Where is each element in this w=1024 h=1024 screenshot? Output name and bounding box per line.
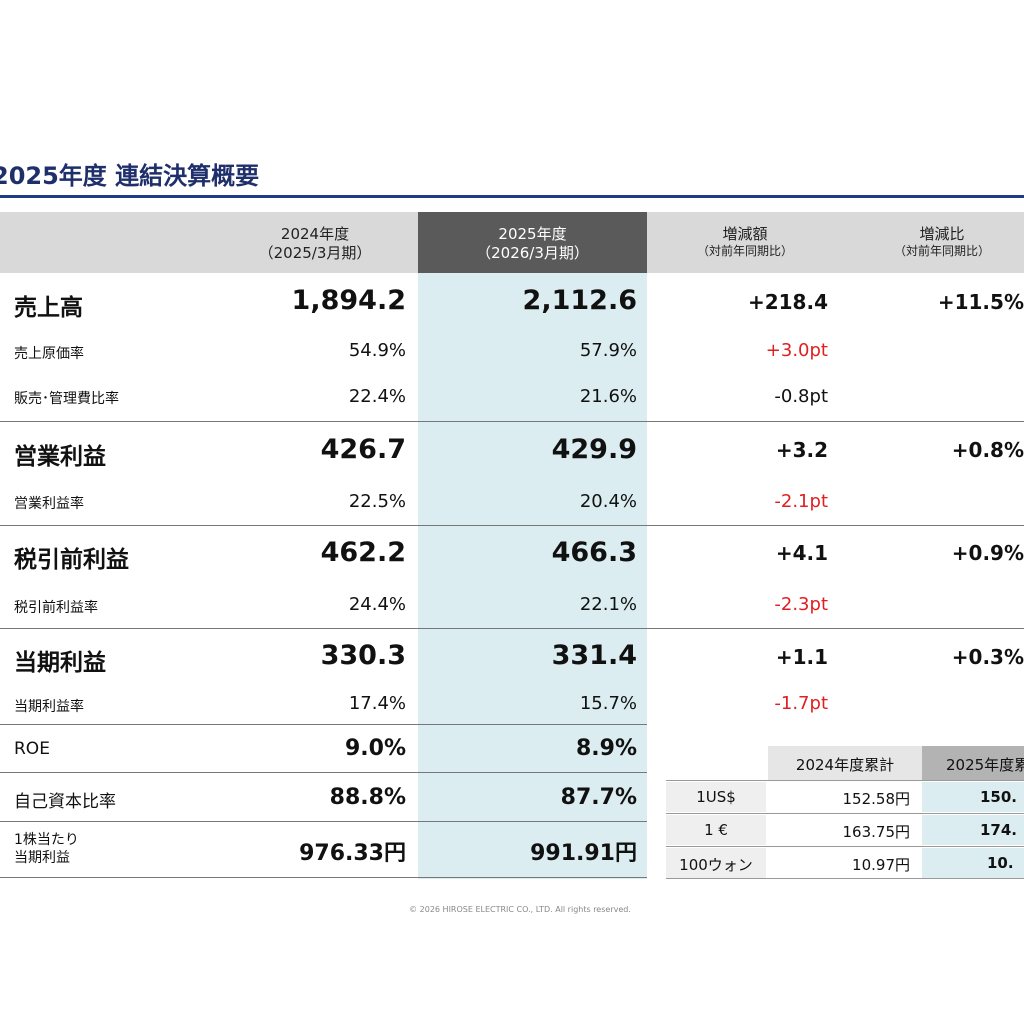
row-label-net-margin: 当期利益率 xyxy=(14,699,84,715)
sales-prev: 1,894.2 xyxy=(291,285,406,316)
fx-label-bg xyxy=(666,848,766,878)
fx-header-prev: 2024年度累計 xyxy=(795,756,895,774)
fx-header-cur: 2025年度累 xyxy=(946,756,1024,774)
cogs-rate-diff: +3.0pt xyxy=(765,340,828,361)
equity-ratio-cur: 87.7% xyxy=(560,785,637,810)
net-income-cur: 331.4 xyxy=(551,640,637,671)
current-year-header-band xyxy=(418,212,647,273)
fx-krw-cur: 10. xyxy=(987,854,1014,872)
row-divider xyxy=(0,821,647,822)
net-margin-cur: 15.7% xyxy=(579,693,637,714)
fx-cur-bg xyxy=(922,815,1024,845)
operating-income-prev: 426.7 xyxy=(320,434,406,465)
header-ratio-label: 増減比 xyxy=(919,225,965,243)
row-label-sga-rate: 販売･管理費比率 xyxy=(14,391,119,407)
row-divider xyxy=(0,877,647,878)
net-income-diff: +1.1 xyxy=(775,645,828,669)
fx-divider xyxy=(666,813,1024,814)
operating-income-cur: 429.9 xyxy=(551,434,637,465)
net-income-prev: 330.3 xyxy=(320,640,406,671)
row-label-sales: 売上高 xyxy=(14,295,83,321)
net-margin-prev: 17.4% xyxy=(348,693,406,714)
sga-rate-cur: 21.6% xyxy=(579,386,637,407)
header-diff: 増減額 （対前年同期比） xyxy=(665,225,825,259)
net-income-ratio: +0.3% xyxy=(951,645,1024,669)
operating-income-diff: +3.2 xyxy=(775,438,828,462)
header-cur-year-period: （2026/3月期） xyxy=(476,243,589,262)
net-margin-diff: -1.7pt xyxy=(774,693,828,714)
fx-label-usd: 1US$ xyxy=(696,788,736,806)
pretax-income-prev: 462.2 xyxy=(320,537,406,568)
operating-income-ratio: +0.8% xyxy=(951,438,1024,462)
roe-prev: 9.0% xyxy=(344,736,406,761)
sales-ratio: +11.5% xyxy=(937,290,1024,314)
eps-prev: 976.33円 xyxy=(299,841,406,866)
row-label-roe: ROE xyxy=(14,739,50,759)
sga-rate-diff: -0.8pt xyxy=(774,386,828,407)
header-prev-year: 2024年度 （2025/3月期） xyxy=(230,225,400,263)
current-year-column-highlight xyxy=(418,273,647,879)
header-ratio-note: （対前年同期比） xyxy=(893,243,990,258)
fx-divider xyxy=(666,878,1024,879)
equity-ratio-prev: 88.8% xyxy=(329,785,406,810)
row-divider xyxy=(0,628,1024,629)
sales-cur: 2,112.6 xyxy=(522,285,637,316)
header-diff-note: （対前年同期比） xyxy=(696,243,793,258)
row-label-pretax-margin: 税引前利益率 xyxy=(14,600,98,616)
fx-eur-prev: 163.75円 xyxy=(842,823,911,841)
row-label-cogs-rate: 売上原価率 xyxy=(14,346,84,362)
operating-margin-prev: 22.5% xyxy=(348,491,406,512)
fx-header-cur-bg xyxy=(922,746,1024,780)
copyright-footer: © 2026 HIROSE ELECTRIC CO., LTD. All rig… xyxy=(409,905,631,914)
row-label-eps: 1株当たり 当期利益 xyxy=(14,831,79,867)
row-divider xyxy=(0,421,1024,422)
fx-label-bg xyxy=(666,815,766,845)
pretax-margin-diff: -2.3pt xyxy=(774,594,828,615)
header-ratio: 増減比 （対前年同期比） xyxy=(862,225,1022,259)
fx-eur-cur: 174. xyxy=(980,821,1018,839)
fx-usd-prev: 152.58円 xyxy=(842,790,911,808)
page-title: 2025年度 連結決算概要 xyxy=(0,162,260,190)
row-label-net-income: 当期利益 xyxy=(14,650,106,676)
fx-usd-cur: 150. xyxy=(980,788,1018,806)
cogs-rate-cur: 57.9% xyxy=(579,340,637,361)
row-label-pretax-income: 税引前利益 xyxy=(14,547,129,573)
row-divider xyxy=(0,525,1024,526)
row-label-equity-ratio: 自己資本比率 xyxy=(14,792,116,812)
pretax-margin-prev: 24.4% xyxy=(348,594,406,615)
roe-cur: 8.9% xyxy=(575,736,637,761)
header-prev-year-label: 2024年度 xyxy=(280,225,350,243)
row-divider xyxy=(0,724,647,725)
header-cur-year: 2025年度 （2026/3月期） xyxy=(418,225,647,263)
fx-label-bg xyxy=(666,782,766,812)
fx-cur-bg xyxy=(922,782,1024,812)
fx-krw-prev: 10.97円 xyxy=(852,856,910,874)
title-underline xyxy=(0,195,1024,198)
pretax-income-cur: 466.3 xyxy=(551,537,637,568)
eps-cur: 991.91円 xyxy=(530,841,637,866)
fx-cur-bg xyxy=(922,848,1024,878)
fx-label-eur: 1 € xyxy=(704,821,728,839)
pretax-income-ratio: +0.9% xyxy=(951,541,1024,565)
cogs-rate-prev: 54.9% xyxy=(348,340,406,361)
fx-divider xyxy=(666,846,1024,847)
row-label-eps-line1: 1株当たり xyxy=(14,832,79,848)
fx-header-prev-bg xyxy=(768,746,922,780)
row-label-operating-income: 営業利益 xyxy=(14,444,106,470)
sales-diff: +218.4 xyxy=(747,290,828,314)
row-divider xyxy=(0,772,647,773)
fx-divider xyxy=(666,780,1024,781)
operating-margin-diff: -2.1pt xyxy=(774,491,828,512)
pretax-margin-cur: 22.1% xyxy=(579,594,637,615)
row-label-eps-line2: 当期利益 xyxy=(14,850,70,867)
header-diff-label: 増減額 xyxy=(722,225,768,243)
header-cur-year-label: 2025年度 xyxy=(498,225,567,243)
pretax-income-diff: +4.1 xyxy=(775,541,828,565)
sga-rate-prev: 22.4% xyxy=(348,386,406,407)
fx-label-krw: 100ウォン xyxy=(679,856,753,874)
header-prev-year-period: （2025/3月期） xyxy=(258,243,372,262)
operating-margin-cur: 20.4% xyxy=(579,491,637,512)
row-label-operating-margin: 営業利益率 xyxy=(14,496,84,512)
